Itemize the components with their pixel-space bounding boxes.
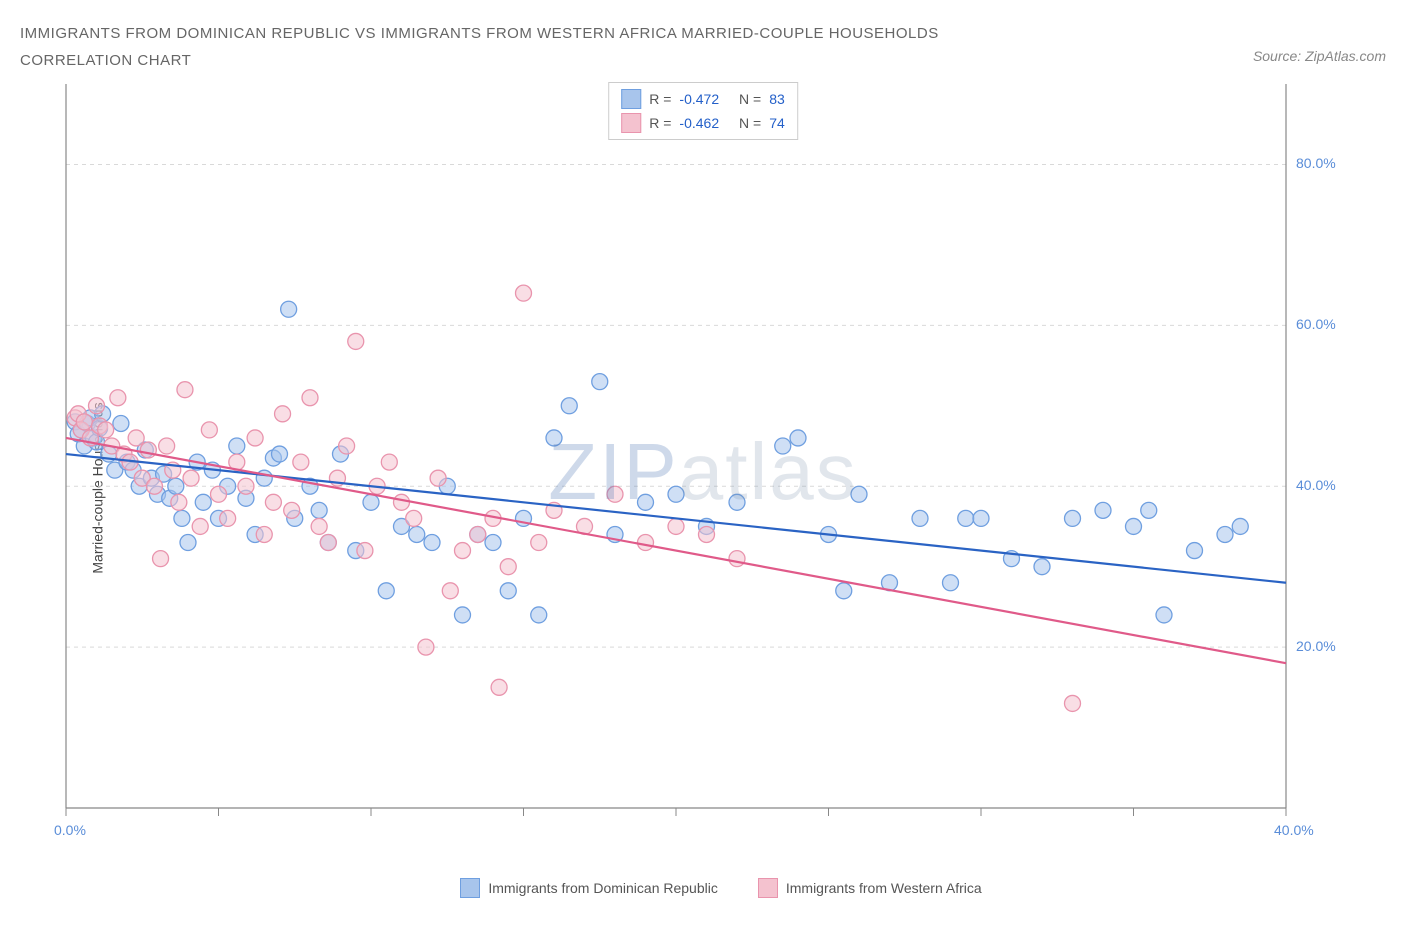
legend-item-dr: Immigrants from Dominican Republic bbox=[460, 878, 718, 898]
stats-legend-row-dr: R = -0.472 N = 83 bbox=[621, 87, 785, 111]
y-tick-label: 20.0% bbox=[1296, 638, 1336, 654]
chart-title: IMMIGRANTS FROM DOMINICAN REPUBLIC VS IM… bbox=[20, 20, 939, 74]
legend-item-wa: Immigrants from Western Africa bbox=[758, 878, 982, 898]
y-tick-label: 60.0% bbox=[1296, 316, 1336, 332]
swatch-dr bbox=[621, 89, 641, 109]
stats-legend-row-wa: R = -0.462 N = 74 bbox=[621, 111, 785, 135]
swatch-wa bbox=[621, 113, 641, 133]
y-tick-label: 40.0% bbox=[1296, 477, 1336, 493]
correlation-chart: Married-couple Households ZIPatlas R = -… bbox=[20, 78, 1386, 898]
series-legend: Immigrants from Dominican Republic Immig… bbox=[56, 870, 1386, 898]
x-tick-label: 0.0% bbox=[54, 822, 86, 838]
chart-svg bbox=[56, 78, 1346, 838]
y-tick-label: 80.0% bbox=[1296, 155, 1336, 171]
source-attribution: Source: ZipAtlas.com bbox=[1253, 20, 1386, 64]
swatch-dr-icon bbox=[460, 878, 480, 898]
x-tick-label: 40.0% bbox=[1274, 822, 1314, 838]
swatch-wa-icon bbox=[758, 878, 778, 898]
stats-legend: R = -0.472 N = 83 R = -0.462 N = 74 bbox=[608, 82, 798, 140]
